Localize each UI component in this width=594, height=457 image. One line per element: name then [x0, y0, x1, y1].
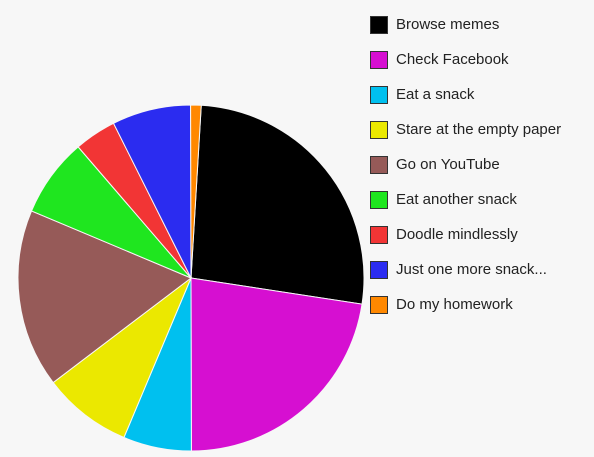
legend-label: Go on YouTube [396, 156, 500, 173]
legend-swatch [370, 190, 388, 209]
legend-item: Browse memes [370, 7, 561, 42]
chart-legend: Browse memes Check Facebook Eat a snack Sta… [370, 7, 561, 322]
legend-swatch [370, 260, 388, 279]
legend-item: Check Facebook [370, 42, 561, 77]
legend-item: Do my homework [370, 287, 561, 322]
legend-label: Eat another snack [396, 191, 517, 208]
legend-swatch [370, 225, 388, 244]
legend-label: Do my homework [396, 296, 513, 313]
legend-label: Stare at the empty paper [396, 121, 562, 138]
pie-slice-check-facebook [190, 277, 363, 452]
legend-swatch [370, 120, 388, 139]
legend-label: Browse memes [396, 16, 500, 33]
legend-label: Doodle mindlessly [396, 226, 518, 243]
legend-item: Eat another snack [370, 182, 561, 217]
legend-swatch [370, 15, 388, 34]
pie-slice-go-on-youtube [17, 210, 192, 384]
legend-item: Stare at the empty paper [370, 112, 561, 147]
legend-item: Eat a snack [370, 77, 561, 112]
legend-swatch [370, 295, 388, 314]
legend-item: Just one more snack... [370, 252, 561, 287]
legend-swatch [370, 155, 388, 174]
legend-item: Doodle mindlessly [370, 217, 561, 252]
pie-slice-stare-at-the-empty-paper [52, 276, 193, 439]
legend-label: Check Facebook [396, 51, 509, 68]
legend-swatch [370, 50, 388, 69]
legend-swatch [370, 85, 388, 104]
legend-label: Just one more snack... [396, 261, 547, 278]
legend-item: Go on YouTube [370, 147, 561, 182]
pie-slice-browse-memes [190, 104, 365, 305]
pie-slice-do-my-homework [190, 104, 202, 279]
legend-label: Eat a snack [396, 86, 475, 103]
